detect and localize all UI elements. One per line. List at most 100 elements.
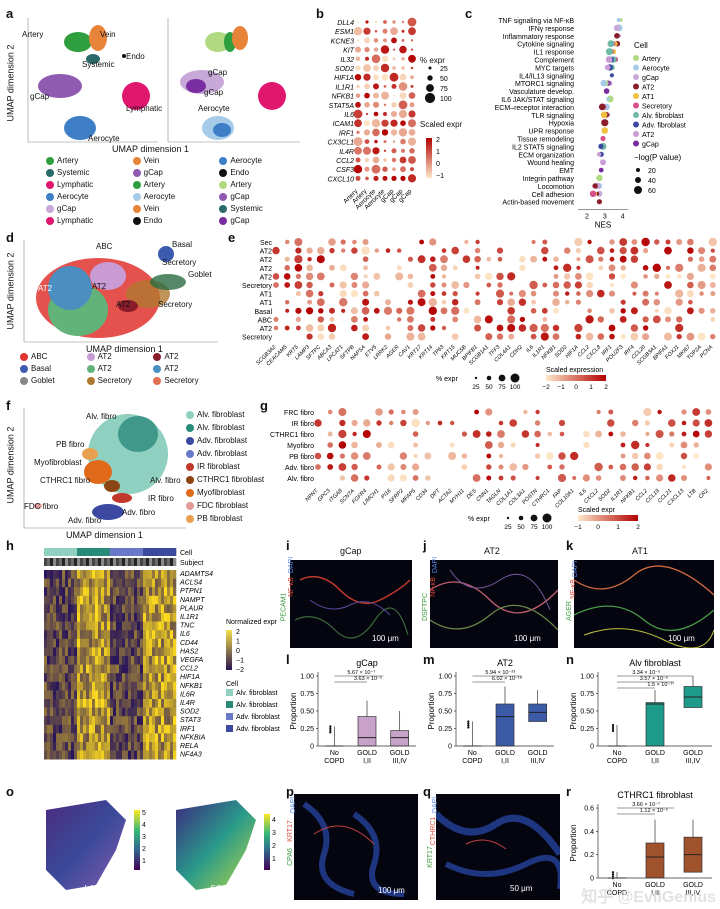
h-cell [149, 578, 153, 588]
h-gene-label: IL4R [180, 700, 195, 707]
h-cell [101, 578, 105, 588]
panel-label-d: d [6, 230, 14, 245]
h-cell [47, 673, 51, 683]
e-dot [374, 248, 379, 253]
h-cell [86, 578, 90, 588]
e-dot [428, 263, 437, 272]
h-cell [92, 578, 96, 588]
g-dot [620, 475, 626, 481]
h-cell [161, 681, 165, 691]
h-cell [125, 656, 129, 665]
m-outlier [467, 722, 470, 725]
h-cell [128, 613, 132, 622]
g-color-bar [578, 515, 638, 521]
label-artery: Artery [22, 30, 44, 39]
h-cell [104, 750, 108, 760]
g-size-legend-dot [518, 515, 524, 521]
b-dot [408, 27, 416, 36]
b-dot [353, 165, 363, 174]
c-dot [600, 159, 606, 166]
e-dot [676, 239, 683, 245]
b-dot [364, 157, 370, 163]
h-cell [53, 595, 57, 605]
i-channel-2: DAPI [288, 556, 296, 574]
h-subject-annot [86, 558, 90, 566]
e-dot [294, 264, 303, 272]
h-cell [86, 733, 90, 743]
h-cell [62, 630, 66, 640]
e-dot [475, 291, 480, 296]
h-cell [158, 664, 162, 674]
h-cell [173, 750, 177, 760]
h-cell [113, 681, 117, 691]
g-dot [413, 454, 418, 458]
f-legend-item: PB fibroblast [186, 514, 242, 523]
panel-b-dotplot: DLL4ESM1KCNE3KITIL32SOD2HIF1AIL1R1NFKB1S… [328, 17, 452, 211]
h-cell [113, 742, 117, 751]
h-cell [164, 638, 168, 648]
h-cell [44, 690, 48, 700]
h-cell [128, 733, 132, 743]
h-cell [161, 604, 165, 614]
h-cell [80, 656, 84, 665]
h-cell-annot [101, 548, 105, 556]
panel-label-b: b [316, 6, 324, 21]
g-dot [497, 430, 505, 438]
f-xlabel: UMAP dimension 1 [66, 530, 143, 540]
g-dot [607, 419, 615, 427]
e-gene-label: PCNA [699, 344, 714, 359]
h-cell [140, 638, 144, 648]
h-cell [47, 621, 51, 631]
h-cell [53, 742, 57, 751]
h-cell [158, 656, 162, 665]
h-cell-annot [143, 548, 147, 556]
h-cell-annot [104, 548, 108, 556]
b-dot [383, 149, 387, 152]
g-dot [572, 476, 577, 480]
h-cell [59, 664, 63, 674]
h-cell [137, 578, 141, 588]
label-aerocyte: Aerocyte [88, 134, 120, 143]
h-cell-annot [116, 548, 120, 556]
h-cell [137, 570, 141, 579]
h-cell [95, 656, 99, 665]
h-cell [134, 630, 138, 640]
c-dot [601, 127, 609, 134]
legend-swatch [219, 168, 228, 177]
g-dot [681, 431, 687, 437]
m-ytick: 0.50 [438, 709, 452, 716]
h-cell [167, 578, 171, 588]
h-cell [152, 621, 156, 631]
h-cell [71, 690, 75, 700]
b-dot [364, 92, 370, 99]
h-cell [128, 716, 132, 726]
b-dot [371, 54, 381, 64]
e-row-label: AT2 [260, 266, 272, 273]
g-dot [461, 464, 468, 470]
h-cell [119, 656, 123, 665]
o-scale-tick: 1 [142, 858, 146, 865]
e-dot [339, 281, 347, 289]
h-subject-annot [137, 558, 141, 566]
e-dot [710, 308, 716, 314]
h-cell [143, 724, 147, 734]
h-subject-annot [77, 558, 81, 566]
h-cell [71, 681, 75, 691]
h-cell [149, 604, 153, 614]
h-cell [44, 613, 48, 622]
e-dot [665, 265, 671, 270]
h-cell [164, 604, 168, 614]
h-cell [68, 621, 72, 631]
e-dot [608, 324, 616, 332]
f-label-2: Myofibroblast [34, 458, 82, 467]
h-cell [110, 630, 114, 640]
e-dot [518, 290, 526, 298]
legend-label: gCap [143, 168, 163, 177]
h-cell [113, 570, 117, 579]
h-cell [152, 673, 156, 683]
a-legend-item: Aerocyte [132, 192, 175, 201]
b-dot [392, 20, 396, 24]
b-dot [399, 73, 407, 81]
c-dot [609, 73, 614, 78]
h-subject-annot [131, 558, 135, 566]
